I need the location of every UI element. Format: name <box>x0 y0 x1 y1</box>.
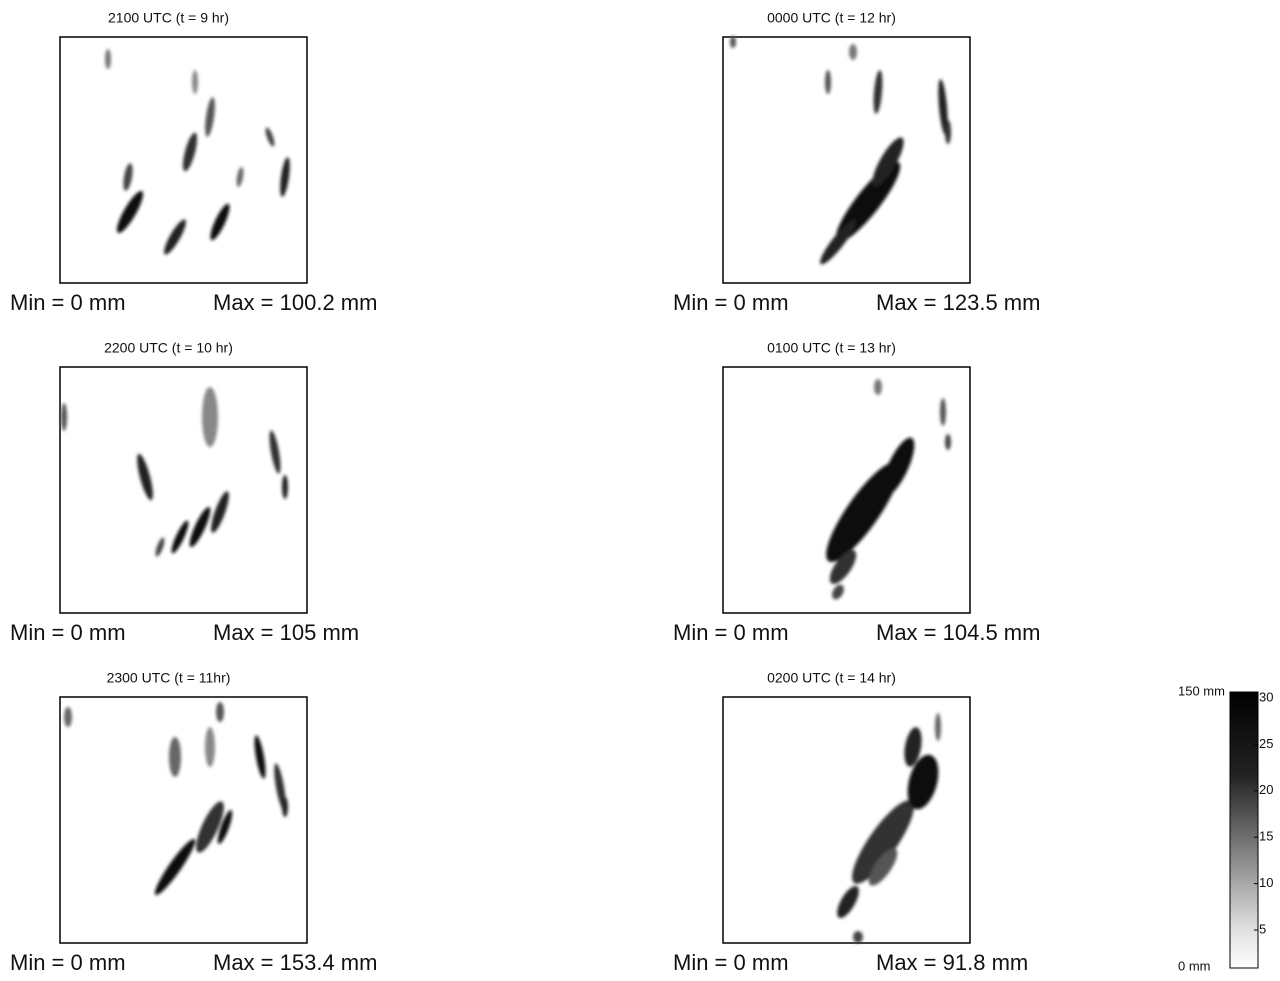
precip-cell <box>945 434 951 450</box>
max-label: Max = 100.2 mm <box>213 290 377 315</box>
panel-title: 2200 UTC (t = 10 hr) <box>104 340 233 356</box>
panel <box>723 697 970 943</box>
precip-cell <box>945 120 951 144</box>
precip-cell <box>730 36 736 48</box>
map-frame <box>723 367 970 613</box>
precip-cell <box>192 70 198 94</box>
precip-cell <box>940 398 946 426</box>
panel-title: 0100 UTC (t = 13 hr) <box>767 340 896 356</box>
precip-cell <box>61 403 67 431</box>
map-frame <box>60 367 307 613</box>
max-label: Max = 105 mm <box>213 620 359 645</box>
max-label: Max = 153.4 mm <box>213 950 377 975</box>
precip-cell <box>205 727 215 767</box>
precip-cell <box>874 379 882 395</box>
precip-cell <box>282 475 288 499</box>
min-label: Min = 0 mm <box>673 950 789 975</box>
panel-title: 0200 UTC (t = 14 hr) <box>767 670 896 686</box>
panel <box>723 367 970 613</box>
map-frame <box>723 37 970 283</box>
colorbar-tick-label: 10 <box>1259 875 1273 890</box>
min-label: Min = 0 mm <box>673 290 789 315</box>
precip-cell <box>849 44 857 60</box>
min-label: Min = 0 mm <box>673 620 789 645</box>
precip-cell <box>825 70 831 94</box>
panel <box>723 36 970 283</box>
max-label: Max = 104.5 mm <box>876 620 1040 645</box>
colorbar-tick-label: 5 <box>1259 921 1266 936</box>
max-label: Max = 123.5 mm <box>876 290 1040 315</box>
panel <box>60 367 307 613</box>
precip-cell <box>64 707 72 727</box>
min-label: Min = 0 mm <box>10 950 126 975</box>
min-label: Min = 0 mm <box>10 290 126 315</box>
precip-cell <box>282 797 288 817</box>
panel-title: 0000 UTC (t = 12 hr) <box>767 10 896 26</box>
panel-title: 2300 UTC (t = 11hr) <box>107 670 231 686</box>
precip-cell <box>202 387 218 447</box>
precip-cell <box>853 931 863 943</box>
colorbar-tick-label: 25 <box>1259 736 1273 751</box>
colorbar-bottom-label: 0 mm <box>1178 958 1211 973</box>
max-label: Max = 91.8 mm <box>876 950 1028 975</box>
panel-title: 2100 UTC (t = 9 hr) <box>108 10 229 26</box>
colorbar <box>1230 692 1258 968</box>
map-frame <box>60 697 307 943</box>
figure: 150 mm 0 mm 2100 UTC (t = 9 hr) Min = 0 m… <box>0 0 1280 976</box>
colorbar-tick-label: 30 <box>1259 689 1273 704</box>
panel <box>60 697 307 943</box>
precip-cell <box>935 713 941 741</box>
precip-cell <box>105 49 111 69</box>
precip-cell <box>216 702 224 722</box>
colorbar-tick-label: 20 <box>1259 782 1273 797</box>
precip-cell <box>169 737 181 777</box>
panel <box>60 37 307 283</box>
colorbar-top-label: 150 mm <box>1178 683 1225 698</box>
min-label: Min = 0 mm <box>10 620 126 645</box>
colorbar-tick-label: 15 <box>1259 829 1273 844</box>
